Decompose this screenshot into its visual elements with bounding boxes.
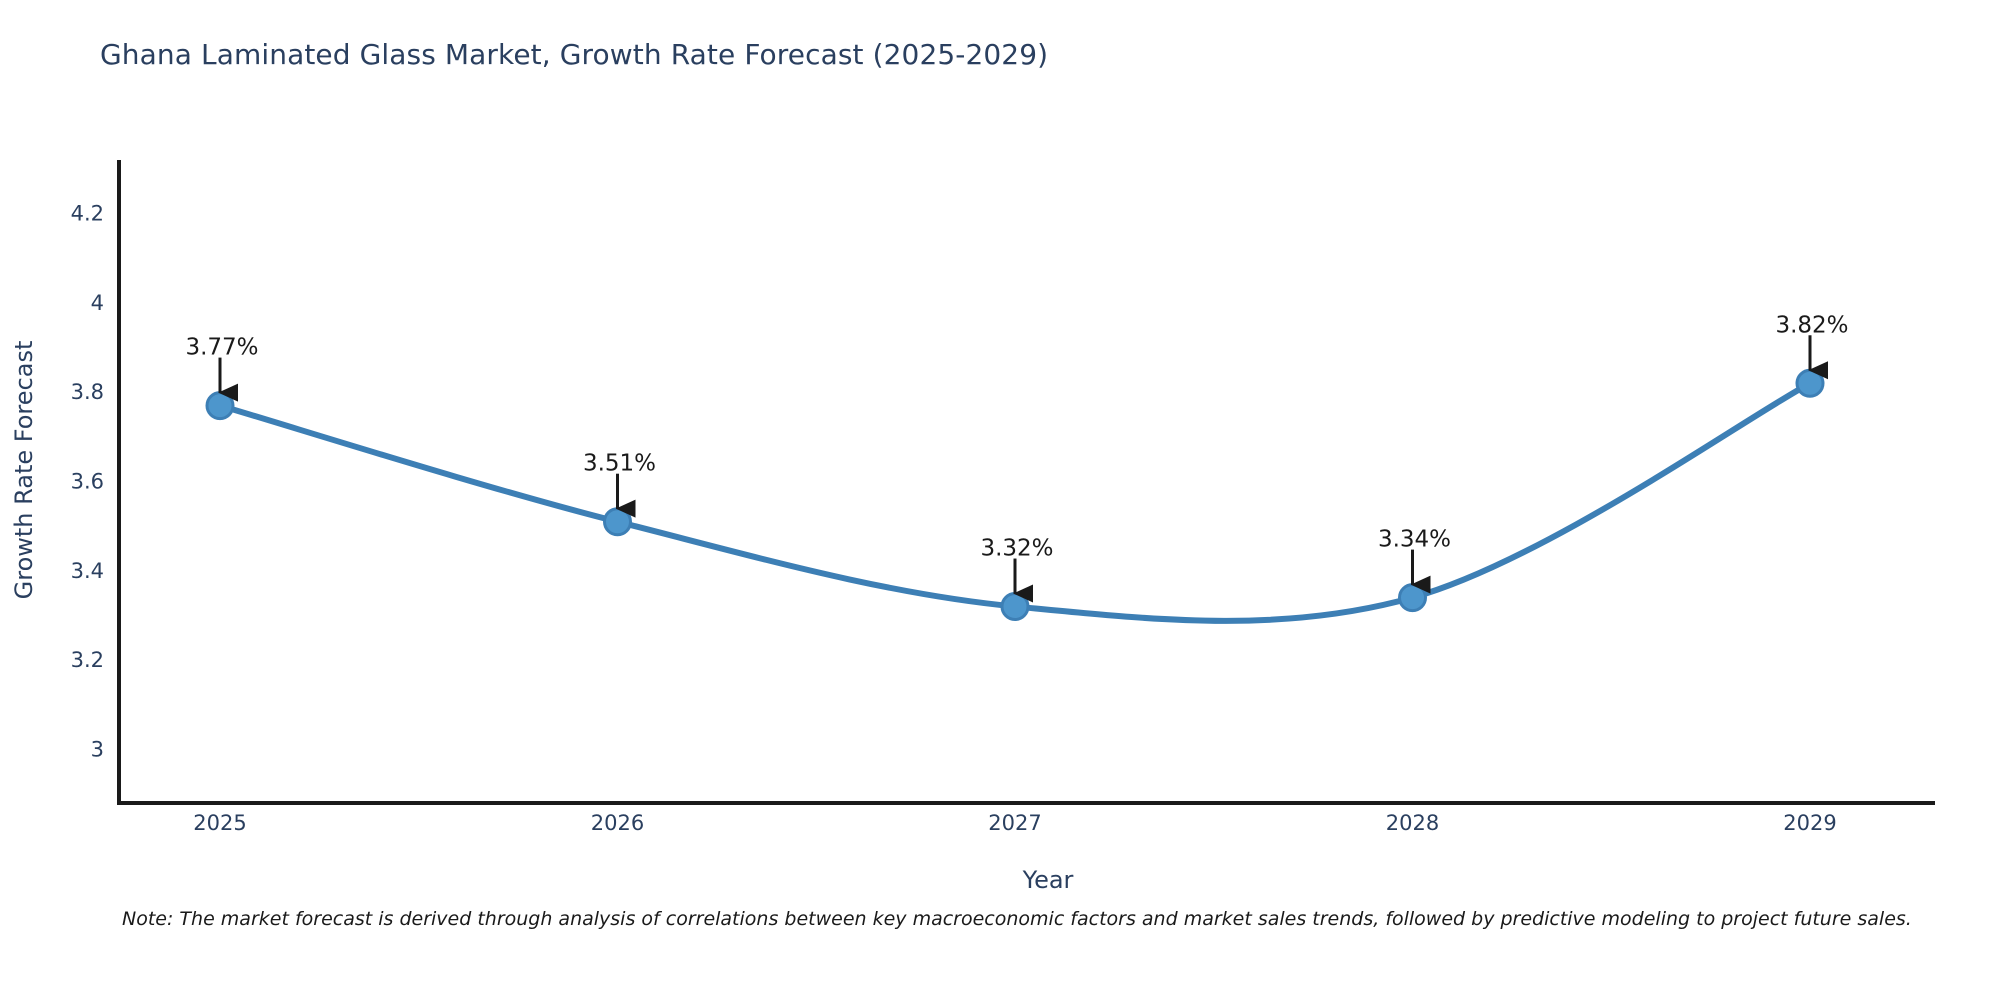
annotation-arrows <box>218 335 1828 603</box>
data-point-marker[interactable] <box>1000 592 1030 622</box>
y-tick-label: 3.8 <box>71 380 104 404</box>
data-value-label: 3.34% <box>1378 527 1451 553</box>
data-point-marker[interactable] <box>205 391 235 421</box>
chart-title: Ghana Laminated Glass Market, Growth Rat… <box>100 38 1049 71</box>
y-tick-label: 3.2 <box>71 648 104 672</box>
y-tick-label: 4 <box>91 291 104 315</box>
data-point-marker[interactable] <box>1398 583 1427 613</box>
data-point-marker[interactable] <box>1795 368 1825 398</box>
x-tick-label: 2027 <box>988 811 1041 835</box>
x-tick-label: 2028 <box>1386 811 1439 835</box>
data-value-label: 3.51% <box>583 451 656 477</box>
y-tick-label: 4.2 <box>71 202 104 226</box>
y-axis-title: Growth Rate Forecast <box>10 341 38 600</box>
data-value-label: 3.32% <box>980 536 1053 562</box>
y-tick-label: 3 <box>91 737 104 761</box>
x-tick-label: 2025 <box>193 811 246 835</box>
data-point-marker[interactable] <box>603 507 632 537</box>
y-axis-tick-labels: 4.2 4 3.8 3.6 3.4 3.2 3 <box>71 202 104 762</box>
x-tick-label: 2029 <box>1783 811 1836 835</box>
x-tick-label: 2026 <box>591 811 644 835</box>
x-axis-tick-labels: 2025 2026 2027 2028 2029 <box>193 811 1836 835</box>
y-tick-label: 3.6 <box>71 470 104 494</box>
data-value-labels: 3.77% 3.51% 3.32% 3.34% 3.82% <box>185 312 1848 561</box>
y-tick-label: 3.4 <box>71 559 104 583</box>
x-axis-title: Year <box>1022 866 1074 894</box>
chart-footnote: Note: The market forecast is derived thr… <box>122 908 1912 930</box>
data-value-label: 3.77% <box>185 335 258 361</box>
data-value-label: 3.82% <box>1775 312 1848 338</box>
